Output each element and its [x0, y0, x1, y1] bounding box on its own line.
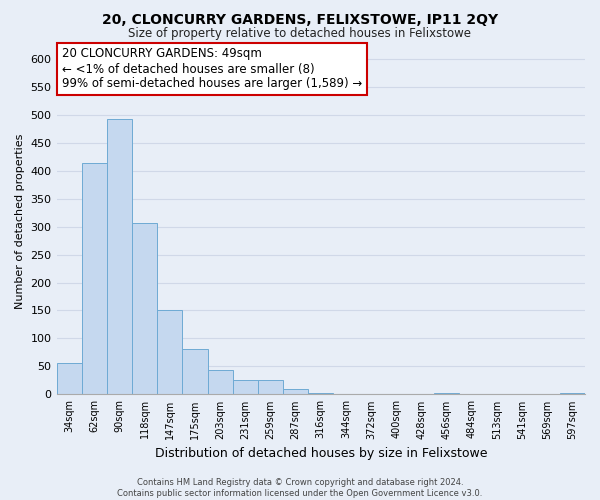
- Y-axis label: Number of detached properties: Number of detached properties: [15, 134, 25, 308]
- Text: Contains HM Land Registry data © Crown copyright and database right 2024.
Contai: Contains HM Land Registry data © Crown c…: [118, 478, 482, 498]
- Text: Size of property relative to detached houses in Felixstowe: Size of property relative to detached ho…: [128, 28, 472, 40]
- Text: 20, CLONCURRY GARDENS, FELIXSTOWE, IP11 2QY: 20, CLONCURRY GARDENS, FELIXSTOWE, IP11 …: [102, 12, 498, 26]
- Bar: [157, 310, 182, 394]
- Bar: [208, 370, 233, 394]
- Bar: [56, 362, 82, 394]
- Bar: [182, 348, 208, 395]
- X-axis label: Distribution of detached houses by size in Felixstowe: Distribution of detached houses by size …: [155, 447, 487, 460]
- Bar: [132, 222, 157, 394]
- Bar: [107, 119, 132, 394]
- Bar: [233, 380, 258, 394]
- Text: 20 CLONCURRY GARDENS: 49sqm
← <1% of detached houses are smaller (8)
99% of semi: 20 CLONCURRY GARDENS: 49sqm ← <1% of det…: [62, 48, 362, 90]
- Bar: [82, 164, 107, 394]
- Bar: [283, 389, 308, 394]
- Bar: [258, 380, 283, 394]
